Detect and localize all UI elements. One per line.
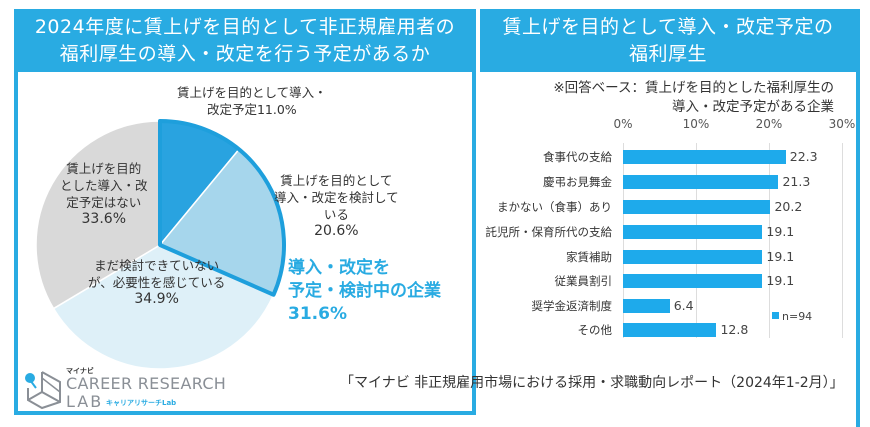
bar-value-label: 22.3 bbox=[789, 149, 818, 164]
pie-title-line-1: 2024年度に賃上げを目的として非正規雇用者の bbox=[34, 16, 456, 38]
pie-label-line: 33.6% bbox=[81, 211, 126, 227]
gridline bbox=[769, 143, 770, 338]
bar bbox=[623, 323, 717, 337]
bar bbox=[623, 250, 763, 264]
pie-label-planned: 賃上げを目的として導入・ 改定予定11.0% bbox=[177, 84, 327, 118]
pie-label-line: とした導入・改 bbox=[60, 178, 148, 193]
callout-line-1: 導入・改定を bbox=[288, 258, 390, 278]
callout-line-2: 予定・検討中の企業 bbox=[288, 281, 441, 301]
pie-label-line: が、必要性を感じている bbox=[88, 275, 226, 290]
pie-label-line: 賃上げを目的 bbox=[66, 161, 142, 176]
x-axis-tick-label: 0% bbox=[613, 117, 633, 131]
callout-value: 31.6% bbox=[288, 304, 347, 324]
pie-label-line: 賃上げを目的として bbox=[280, 173, 393, 188]
pie-label-line: 改定予定11.0% bbox=[206, 102, 297, 117]
bar-value-label: 6.4 bbox=[673, 298, 694, 313]
pie-chart-title: 2024年度に賃上げを目的として非正規雇用者の 福利厚生の導入・改定を行う予定が… bbox=[14, 9, 476, 72]
bar-category-label: まかない（食事）あり bbox=[497, 200, 612, 214]
pie-slice bbox=[35, 120, 161, 310]
gridline bbox=[696, 143, 697, 338]
pie-label-line: 定予定はない bbox=[66, 195, 142, 210]
logo-subtitle: キャリアリサーチLab bbox=[106, 399, 177, 407]
bar-legend: n=94 bbox=[772, 310, 812, 323]
bar-value-label: 12.8 bbox=[720, 322, 749, 337]
base-note-line-1: ※回答ベース：賃上げを目的とした福利厚生の bbox=[553, 80, 834, 96]
legend-label: n=94 bbox=[782, 310, 813, 323]
bar bbox=[623, 299, 670, 313]
pie-highlight-outline bbox=[158, 119, 286, 297]
logo-brand-kana: マイナビ bbox=[66, 367, 94, 375]
pie-label-line: 賃上げを目的として導入・ bbox=[177, 85, 327, 100]
bar bbox=[623, 175, 779, 189]
divider bbox=[473, 355, 476, 361]
bar-category-label: 従業員割引 bbox=[554, 274, 613, 288]
pie-label-line: 20.6% bbox=[314, 223, 359, 239]
pie-label-line: 導入・改定を検討して bbox=[274, 190, 399, 205]
bar bbox=[623, 274, 763, 288]
logo-lab: LAB bbox=[66, 392, 104, 411]
bar-category-label: 食事代の支給 bbox=[543, 150, 612, 164]
bar-title-line-1: 賃上げを目的として導入・改定予定の bbox=[502, 16, 834, 38]
bar-chart-title: 賃上げを目的として導入・改定予定の 福利厚生 bbox=[480, 9, 856, 72]
legend-swatch-icon bbox=[772, 312, 779, 319]
pie-title-line-2: 福利厚生の導入・改定を行う予定があるか bbox=[59, 43, 431, 65]
pie-label-considering: 賃上げを目的として 導入・改定を検討して いる 20.6% bbox=[274, 172, 399, 240]
x-axis-tick-label: 20% bbox=[755, 117, 783, 131]
source-citation: 「マイナビ 非正規雇用市場における採用・求職動向レポート（2024年1-2月）」 bbox=[340, 375, 844, 391]
logo-career-research: CAREER RESEARCH bbox=[66, 374, 227, 393]
bar-value-label: 19.1 bbox=[766, 224, 795, 239]
pie-label-need-felt: まだ検討できていない が、必要性を感じている 34.9% bbox=[88, 257, 225, 308]
bar-value-label: 19.1 bbox=[766, 249, 795, 264]
response-base-note: ※回答ベース：賃上げを目的とした福利厚生の 導入・改定予定がある企業 bbox=[553, 79, 834, 117]
pie-label-line: まだ検討できていない bbox=[94, 258, 220, 273]
bar-category-label: 家賃補助 bbox=[566, 250, 612, 264]
bar-title-line-2: 福利厚生 bbox=[628, 43, 707, 65]
pie-chart bbox=[35, 119, 286, 370]
cube-logo-icon bbox=[25, 371, 61, 410]
bar-chart-panel: 賃上げを目的として導入・改定予定の 福利厚生 ※回答ベース：賃上げを目的とした福… bbox=[480, 9, 860, 427]
bar bbox=[623, 200, 771, 214]
bar-value-label: 20.2 bbox=[774, 199, 803, 214]
x-axis-tick-label: 30% bbox=[828, 117, 856, 131]
bar-category-label: その他 bbox=[577, 323, 613, 337]
bar bbox=[623, 225, 763, 239]
career-research-lab-logo: マイナビ CAREER RESEARCH LAB キャリアリサーチLab bbox=[22, 366, 232, 411]
gridline bbox=[842, 143, 843, 338]
pie-callout-total: 導入・改定を 予定・検討中の企業 31.6% bbox=[288, 257, 441, 326]
pie-label-line: 34.9% bbox=[134, 291, 179, 307]
base-note-line-2: 導入・改定予定がある企業 bbox=[672, 99, 834, 115]
bar-value-label: 19.1 bbox=[766, 273, 795, 288]
bar-value-label: 21.3 bbox=[782, 174, 811, 189]
pie-label-no-plan: 賃上げを目的 とした導入・改 定予定はない 33.6% bbox=[60, 160, 148, 228]
x-axis-tick-label: 10% bbox=[682, 117, 710, 131]
pie-label-line: いる bbox=[323, 207, 349, 222]
bar-category-label: 託児所・保育所代の支給 bbox=[485, 225, 613, 239]
bar-category-label: 慶弔お見舞金 bbox=[543, 175, 612, 189]
bar-category-label: 奨学金返済制度 bbox=[531, 299, 613, 313]
gridline bbox=[623, 143, 624, 338]
bar bbox=[623, 150, 786, 164]
